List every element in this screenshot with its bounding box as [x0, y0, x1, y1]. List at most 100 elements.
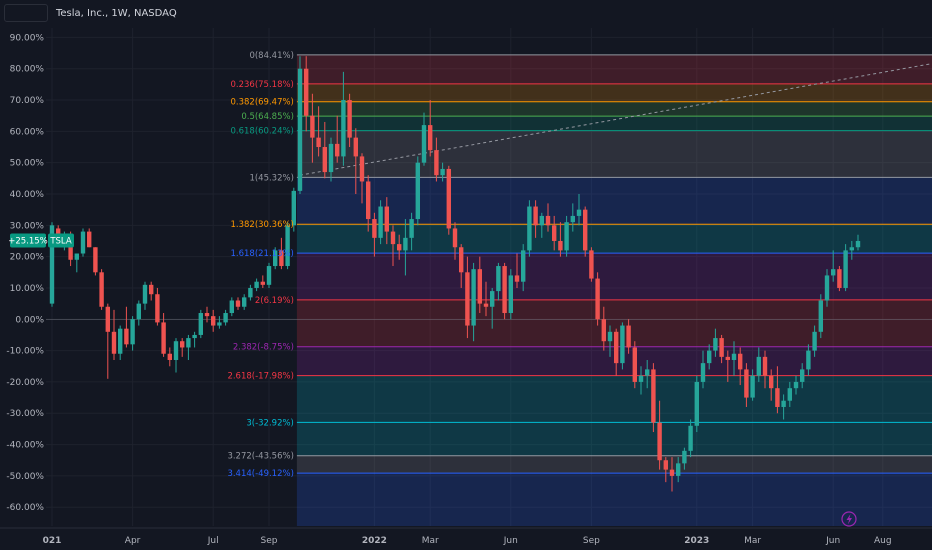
candle-57 — [403, 219, 408, 276]
candle-9 — [105, 303, 110, 379]
candle-84 — [570, 203, 575, 232]
fib-label-10: 2.618(-17.98%) — [227, 372, 293, 382]
candle-41 — [304, 56, 309, 132]
lightning-icon[interactable] — [841, 511, 857, 527]
candle-63 — [440, 162, 445, 182]
candle-70 — [483, 281, 489, 317]
fib-zone-5 — [296, 177, 932, 225]
candle-75 — [514, 253, 520, 288]
candle-101 — [676, 457, 681, 483]
candle-66 — [459, 244, 464, 288]
fib-zone-6 — [296, 224, 932, 254]
candle-121 — [800, 363, 805, 389]
chart-header: Tesla, Inc., 1W, NASDAQ — [0, 0, 932, 26]
fib-label-11: 3(-32.92%) — [246, 418, 294, 428]
candle-4 — [74, 253, 79, 273]
candle-72 — [496, 262, 501, 301]
candle-93 — [626, 319, 631, 354]
candle-120 — [793, 375, 799, 395]
candle-33 — [254, 278, 259, 292]
candle-47 — [341, 71, 346, 166]
candle-115 — [762, 350, 768, 389]
candle-102 — [682, 447, 687, 470]
fib-zone-10 — [296, 375, 932, 423]
y-axis: 90.00% 80.00% 70.00% 60.00% 50.00% 40.00% 30.0… — [6, 33, 44, 513]
candle-88 — [595, 272, 600, 326]
candle-38 — [285, 222, 290, 270]
candle-49 — [353, 128, 358, 194]
candle-31 — [242, 294, 247, 310]
candle-45 — [328, 137, 334, 182]
fib-zone-13 — [296, 473, 932, 526]
candle-111 — [738, 347, 743, 386]
y-tick-label-11: -20.00% — [6, 378, 44, 388]
y-tick-label-9: 0.00% — [15, 315, 44, 325]
symbol-search-box[interactable] — [4, 4, 48, 22]
candle-12 — [124, 306, 129, 348]
candle-71 — [490, 287, 495, 329]
y-tick-label-10: -10.00% — [6, 347, 44, 357]
candle-30 — [235, 297, 241, 310]
lightning-icon-bolt — [846, 514, 852, 525]
price-badge: +25.15% TSLA — [8, 233, 74, 248]
candle-55 — [390, 225, 396, 267]
badge-ticker-bg — [48, 233, 74, 248]
candle-90 — [607, 325, 613, 357]
gridlines — [46, 28, 932, 526]
candle-92 — [620, 322, 625, 370]
x-tick-label-1: Apr — [125, 536, 141, 546]
candle-46 — [335, 115, 340, 163]
fib-label-12: 3.272(-43.56%) — [227, 452, 293, 462]
candle-74 — [508, 269, 513, 320]
candle-24 — [198, 309, 203, 339]
x-tick-label-0: 021 — [43, 536, 62, 546]
candle-40 — [297, 56, 303, 194]
fib-label-6: 1.382(30.36%) — [231, 220, 294, 230]
x-tick-label-5: Mar — [422, 536, 439, 546]
candle-8 — [99, 269, 104, 310]
candle-16 — [149, 281, 154, 301]
candle-14 — [136, 300, 141, 326]
candle-81 — [552, 215, 557, 251]
candle-126 — [831, 250, 836, 282]
candle-87 — [589, 247, 594, 282]
chart-title: Tesla, Inc., 1W, NASDAQ — [56, 7, 177, 19]
trendline[interactable] — [299, 62, 932, 176]
candle-85 — [576, 194, 582, 226]
candle-51 — [366, 175, 371, 232]
x-tick-label-6: Jun — [503, 536, 518, 546]
candle-98 — [657, 400, 662, 470]
candle-119 — [787, 381, 792, 407]
lightning-icon-ring — [841, 511, 857, 527]
candle-99 — [663, 457, 668, 483]
candle-67 — [465, 256, 470, 339]
candle-104 — [694, 375, 699, 433]
candle-17 — [155, 287, 160, 326]
badge-change-bg — [10, 233, 46, 248]
candle-62 — [434, 137, 439, 182]
fib-zone-0 — [296, 54, 932, 84]
candle-36 — [273, 247, 278, 270]
candle-39 — [291, 187, 296, 232]
y-tick-label-8: 10.00% — [10, 284, 45, 294]
candle-105 — [700, 350, 706, 389]
candle-113 — [750, 369, 755, 401]
candle-56 — [397, 234, 402, 260]
candle-59 — [415, 156, 420, 226]
candles — [49, 56, 861, 492]
candle-44 — [322, 121, 327, 179]
candle-6 — [87, 228, 92, 248]
y-tick-label-15: -60.00% — [6, 503, 44, 513]
candle-50 — [359, 153, 365, 204]
candle-5 — [80, 228, 86, 257]
y-tick-label-6: 30.00% — [10, 221, 45, 231]
y-tick-label-0: 90.00% — [10, 33, 45, 43]
y-tick-label-4: 50.00% — [10, 159, 45, 169]
candle-48 — [347, 93, 352, 148]
candle-89 — [601, 306, 606, 351]
fib-zone-11 — [296, 422, 932, 456]
candle-128 — [843, 244, 848, 292]
y-tick-label-5: 40.00% — [10, 190, 45, 200]
candle-25 — [204, 306, 210, 323]
